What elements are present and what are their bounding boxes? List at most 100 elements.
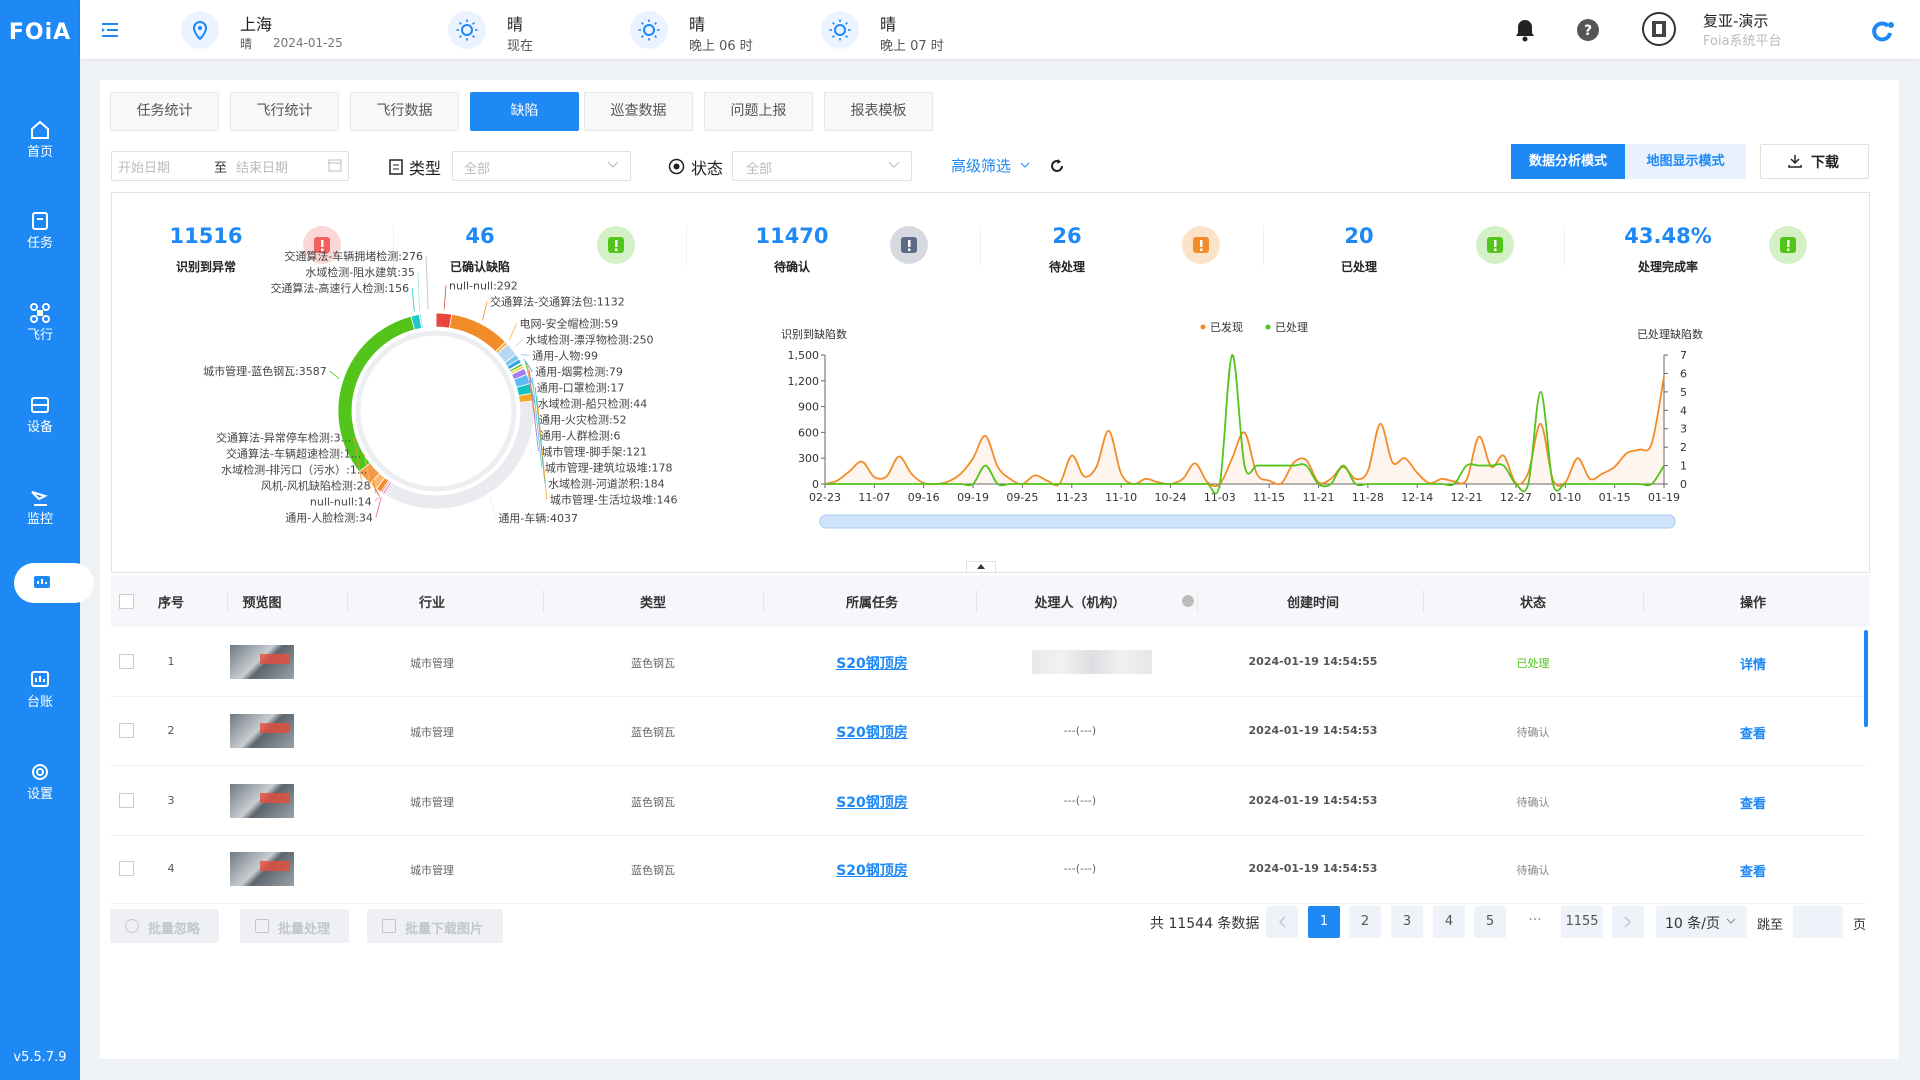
header-divider [226, 590, 228, 612]
cell-task[interactable]: S20钢顶房 [836, 656, 908, 672]
nav-icon[interactable] [29, 394, 51, 416]
tab[interactable]: 飞行数据 [350, 92, 459, 131]
cell-action[interactable]: 查看 [1739, 797, 1766, 812]
status-value[interactable]: 全部 [746, 162, 773, 177]
status-select[interactable] [732, 151, 912, 181]
tab-label[interactable]: 报表模板 [850, 103, 907, 119]
tab-label[interactable]: 巡查数据 [610, 103, 667, 119]
page-button[interactable]: 4 [1433, 906, 1465, 938]
mode-button[interactable]: 数据分析模式 [1511, 144, 1625, 179]
tab[interactable]: 巡查数据 [584, 92, 693, 131]
nav-icon[interactable] [29, 302, 51, 324]
nav-item[interactable]: 监控 [26, 512, 53, 527]
tab[interactable]: 问题上报 [704, 92, 813, 131]
nav-item[interactable]: 飞行 [26, 328, 53, 343]
page-button[interactable]: 1 [1308, 906, 1340, 938]
nav-item[interactable]: 设备 [26, 420, 53, 435]
batch-label[interactable]: 批量下载图片 [405, 922, 484, 937]
date-sep: 至 [214, 161, 228, 176]
date-range[interactable] [111, 151, 349, 181]
nav-icon[interactable] [29, 669, 51, 691]
cell-task[interactable]: S20钢顶房 [836, 725, 908, 741]
cell-action[interactable]: 查看 [1739, 865, 1766, 880]
page-size-label[interactable]: 10 条/页 [1665, 916, 1720, 932]
batch-label[interactable]: 批量忽略 [148, 922, 201, 937]
tab-label[interactable]: 飞行数据 [376, 103, 433, 119]
row-checkbox[interactable] [119, 793, 134, 808]
pie-label: 交通算法-交通算法包:1132 [490, 294, 625, 308]
label-leader [482, 301, 488, 321]
table-scrollbar[interactable] [1864, 630, 1868, 727]
tab-label[interactable]: 缺陷 [510, 103, 539, 119]
header-checkbox[interactable] [119, 594, 134, 609]
download-button[interactable] [1760, 144, 1869, 179]
nav-icon[interactable] [29, 210, 51, 232]
cell-task[interactable]: S20钢顶房 [836, 795, 908, 811]
page-prev[interactable] [1266, 906, 1298, 938]
nav-active[interactable] [14, 563, 94, 603]
avatar[interactable] [1642, 12, 1676, 46]
batch-label[interactable]: 批量处理 [278, 922, 331, 937]
page-number[interactable]: 1 [1319, 914, 1329, 929]
page-button[interactable]: 5 [1474, 906, 1506, 938]
batch-button[interactable] [240, 909, 349, 943]
tab-label[interactable]: 飞行统计 [256, 103, 313, 119]
y2-axis-title: 已处理缺陷数 [1637, 327, 1703, 341]
cell-task[interactable]: S20钢顶房 [836, 863, 908, 879]
pie-label: 交通算法-车辆超速检测:1... [226, 446, 361, 460]
mode-label[interactable]: 地图显示模式 [1646, 154, 1725, 169]
cell-action[interactable]: 详情 [1739, 658, 1766, 673]
y2-tick-label: 2 [1680, 441, 1687, 454]
status-label: 状态 [691, 159, 724, 178]
nav-item[interactable]: 设置 [26, 787, 53, 802]
jump-input[interactable] [1793, 906, 1843, 938]
download-label[interactable]: 下载 [1811, 155, 1839, 171]
page-number[interactable]: 4 [1444, 914, 1454, 929]
refresh[interactable] [1049, 158, 1065, 174]
page-number[interactable]: 2 [1360, 914, 1370, 929]
preview-roof [260, 861, 290, 871]
tab[interactable]: 报表模板 [824, 92, 933, 131]
row-checkbox[interactable] [119, 723, 134, 738]
legend-swatch [1265, 324, 1271, 330]
cell-type: 蓝色钢瓦 [631, 796, 675, 809]
nav-item[interactable]: 台账 [26, 695, 53, 710]
page-number[interactable]: 1155 [1565, 914, 1599, 929]
row-checkbox[interactable] [119, 654, 134, 669]
bell[interactable] [1514, 18, 1536, 42]
tab[interactable]: 缺陷 [470, 92, 579, 131]
end-date[interactable]: 结束日期 [236, 161, 289, 176]
nav-active-icon[interactable] [32, 573, 52, 593]
type-select[interactable] [452, 151, 631, 181]
page-button[interactable]: 2 [1349, 906, 1381, 938]
type-value[interactable]: 全部 [464, 162, 491, 177]
page-next[interactable] [1612, 906, 1644, 938]
nav-item[interactable]: 任务 [26, 236, 53, 251]
page-button[interactable]: 1155 [1561, 906, 1603, 938]
menu-toggle[interactable] [100, 20, 120, 40]
batch-button[interactable] [367, 909, 503, 943]
page-unit: 页 [1853, 918, 1867, 933]
help[interactable]: ? [1577, 19, 1599, 41]
tab[interactable]: 任务统计 [110, 92, 219, 131]
advanced-filter[interactable]: 高级筛选 [951, 157, 1012, 175]
tab-label[interactable]: 任务统计 [136, 103, 193, 119]
page-number[interactable]: 5 [1485, 914, 1495, 929]
start-date[interactable]: 开始日期 [118, 161, 171, 176]
nav-icon[interactable] [29, 119, 51, 141]
mode-label[interactable]: 数据分析模式 [1528, 154, 1607, 169]
nav-icon[interactable] [29, 761, 51, 783]
tab[interactable]: 飞行统计 [230, 92, 339, 131]
stat-icon [890, 226, 928, 264]
page-number[interactable]: 3 [1402, 914, 1412, 929]
nav-icon[interactable] [29, 486, 51, 508]
row-checkbox[interactable] [119, 861, 134, 876]
page-button[interactable]: 3 [1391, 906, 1423, 938]
user-name[interactable]: 复亚-演示 [1703, 12, 1769, 30]
tab-label[interactable]: 问题上报 [730, 103, 787, 119]
nav-item[interactable]: 首页 [26, 145, 53, 160]
mode-button[interactable]: 地图显示模式 [1625, 144, 1746, 179]
type-label: 类型 [409, 159, 442, 178]
row-divider [111, 696, 1866, 697]
cell-action[interactable]: 查看 [1739, 727, 1766, 742]
